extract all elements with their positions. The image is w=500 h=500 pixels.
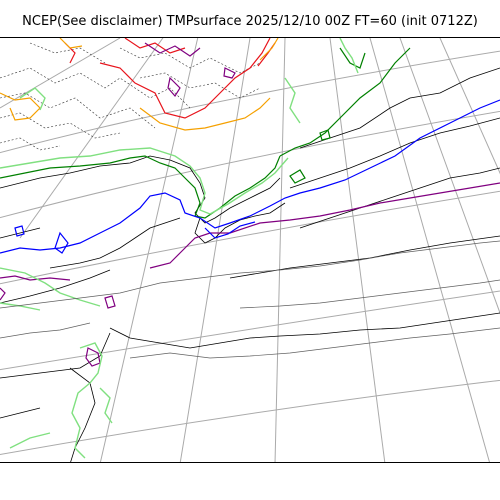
coastline-segment: [0, 332, 111, 379]
coastline-segment: [229, 235, 500, 279]
coastline-segment: [299, 167, 500, 229]
coastline-segment: [0, 155, 281, 224]
coastline-segment: [0, 227, 41, 239]
coastline-segment: [69, 367, 96, 462]
light-green-contour: [0, 267, 101, 307]
blue-contour: [14, 225, 25, 237]
dotted-contour: [139, 72, 261, 99]
longitude-line: [274, 38, 286, 462]
latitude-line: [0, 110, 500, 219]
longitude-line: [369, 38, 490, 462]
map-panel: [0, 37, 500, 463]
purple-contour: [85, 347, 101, 367]
coastline-segment: [0, 269, 111, 304]
purple-contour: [0, 275, 71, 281]
light-green-contour: [99, 387, 113, 424]
dotted-contour: [0, 137, 61, 151]
purple-contour: [0, 287, 6, 301]
dark-green-contour: [279, 47, 411, 157]
gray-contour: [0, 322, 91, 339]
dotted-contours: [0, 42, 261, 151]
purple-contour: [104, 295, 116, 309]
dark-green-contour: [319, 129, 331, 141]
light-green-contour: [0, 302, 41, 311]
coastline-segment: [299, 67, 500, 149]
purple-contour: [223, 67, 236, 79]
longitude-line: [99, 38, 199, 462]
light-green-contour: [339, 38, 359, 74]
light-green-contour: [19, 87, 46, 111]
light-green-contour: [284, 77, 301, 124]
dotted-contour: [29, 42, 106, 64]
purple-contours: [0, 42, 500, 367]
latitude-line: [0, 290, 500, 371]
coastline-segment: [109, 312, 500, 349]
light-green-contours: [0, 38, 359, 459]
dark-green-contour: [0, 155, 281, 219]
dotted-contour: [0, 112, 121, 139]
orange-contour: [0, 92, 41, 121]
map-title: NCEP(See disclaimer) TMPsurface 2025/12/…: [22, 14, 478, 29]
purple-contour: [149, 182, 500, 269]
orange-contour: [139, 97, 271, 131]
blue-contour: [0, 99, 500, 254]
latitude-line: [0, 379, 500, 455]
dotted-contour: [0, 67, 191, 109]
red-contour: [124, 38, 186, 54]
graticule: [0, 38, 500, 462]
coastline-segment: [289, 117, 500, 189]
gray-contour: [239, 279, 500, 309]
longitude-line: [0, 38, 121, 109]
dark-green-contour: [289, 169, 306, 184]
dotted-contour: [0, 92, 156, 129]
blue-contour: [204, 221, 256, 239]
orange-contour: [59, 38, 83, 49]
coastline: [0, 67, 500, 462]
longitude-line: [19, 38, 164, 239]
map-background: [0, 38, 500, 462]
coastline-segment: [0, 407, 41, 419]
light-green-contour: [71, 342, 103, 459]
coastline-segment: [49, 217, 181, 269]
latitude-line: [0, 50, 500, 154]
longitude-line: [439, 38, 500, 175]
latitude-line: [0, 190, 500, 285]
longitude-line: [399, 38, 500, 315]
longitude-line: [329, 38, 386, 462]
dotted-contour: [119, 47, 261, 74]
blue-contours: [0, 99, 500, 254]
red-contour: [99, 38, 271, 119]
purple-contour: [167, 76, 181, 98]
gray-contour: [129, 327, 500, 359]
longitude-line: [179, 38, 251, 462]
blue-contour: [54, 231, 69, 254]
orange-contours: [0, 38, 279, 131]
orange-contour: [259, 38, 279, 61]
light-green-contour: [0, 147, 289, 215]
purple-contour: [144, 42, 201, 57]
light-green-contour: [9, 432, 51, 449]
gray-contour: [0, 240, 500, 309]
map-canvas: [0, 38, 500, 462]
gray-contours: [0, 240, 500, 359]
